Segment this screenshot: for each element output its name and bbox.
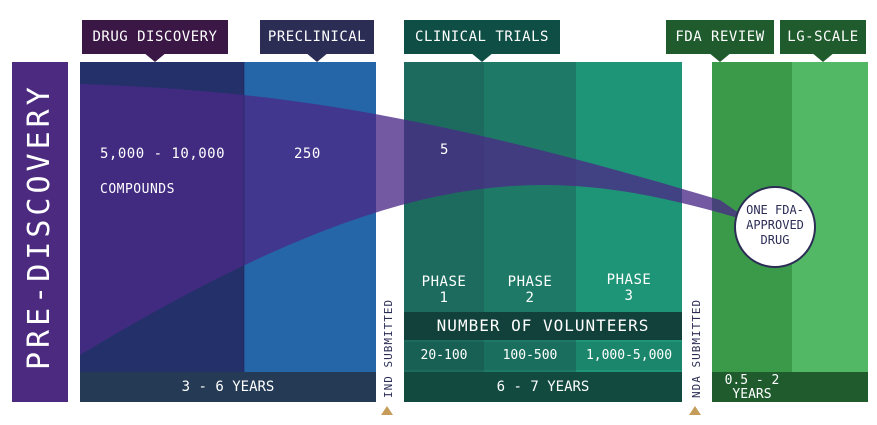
approved-drug-line1: ONE FDA-	[746, 203, 804, 217]
phase-2-number: 2	[525, 290, 535, 306]
phase-1-volunteers: 20-100	[404, 342, 484, 370]
tag-lg-scale: LG-SCALE	[780, 20, 866, 62]
phase-3-label: PHASE 3	[576, 272, 682, 304]
phase-2-label: PHASE 2	[484, 274, 576, 306]
nda-submitted-label: NDA SUBMITTED	[690, 298, 703, 398]
tag-drug-discovery: DRUG DISCOVERY	[82, 20, 228, 62]
clinical-count: 5	[440, 142, 449, 158]
discovery-compound-unit: COMPOUNDS	[100, 182, 175, 197]
duration-fda-line1: 0.5 - 2	[724, 373, 780, 388]
ind-submitted-marker	[381, 406, 393, 415]
duration-fda: 0.5 - 2 YEARS	[712, 372, 792, 402]
volunteers-header: NUMBER OF VOLUNTEERS	[404, 312, 682, 340]
phase-2-word: PHASE	[507, 274, 553, 290]
duration-lg-scale	[792, 372, 868, 402]
phase-3-volunteers: 1,000-5,000	[576, 342, 682, 370]
phase-2-volunteers: 100-500	[484, 342, 576, 370]
nda-submitted-marker	[689, 406, 701, 415]
tag-fda-review: FDA REVIEW	[666, 20, 774, 62]
approved-drug-circle: ONE FDA- APPROVED DRUG	[734, 186, 816, 268]
discovery-compound-range: 5,000 - 10,000	[100, 146, 226, 162]
phase-3-number: 3	[624, 288, 634, 304]
funnel-band	[80, 84, 752, 355]
tag-clinical-trials: CLINICAL TRIALS	[404, 20, 560, 62]
phase-3-word: PHASE	[606, 272, 652, 288]
approved-drug-line3: DRUG	[760, 233, 790, 247]
approved-drug-line2: APPROVED	[746, 218, 804, 232]
preclinical-count: 250	[294, 146, 321, 162]
ind-submitted-label: IND SUBMITTED	[382, 298, 395, 398]
phase-1-number: 1	[439, 290, 449, 306]
phase-1-label: PHASE 1	[404, 274, 484, 306]
duration-clinical: 6 - 7 YEARS	[404, 372, 682, 402]
tag-preclinical: PRECLINICAL	[260, 20, 374, 62]
phase-1-word: PHASE	[421, 274, 467, 290]
duration-discovery-preclinical: 3 - 6 YEARS	[80, 372, 376, 402]
pre-discovery-sidebar	[12, 62, 68, 402]
duration-fda-line2: YEARS	[732, 387, 772, 402]
